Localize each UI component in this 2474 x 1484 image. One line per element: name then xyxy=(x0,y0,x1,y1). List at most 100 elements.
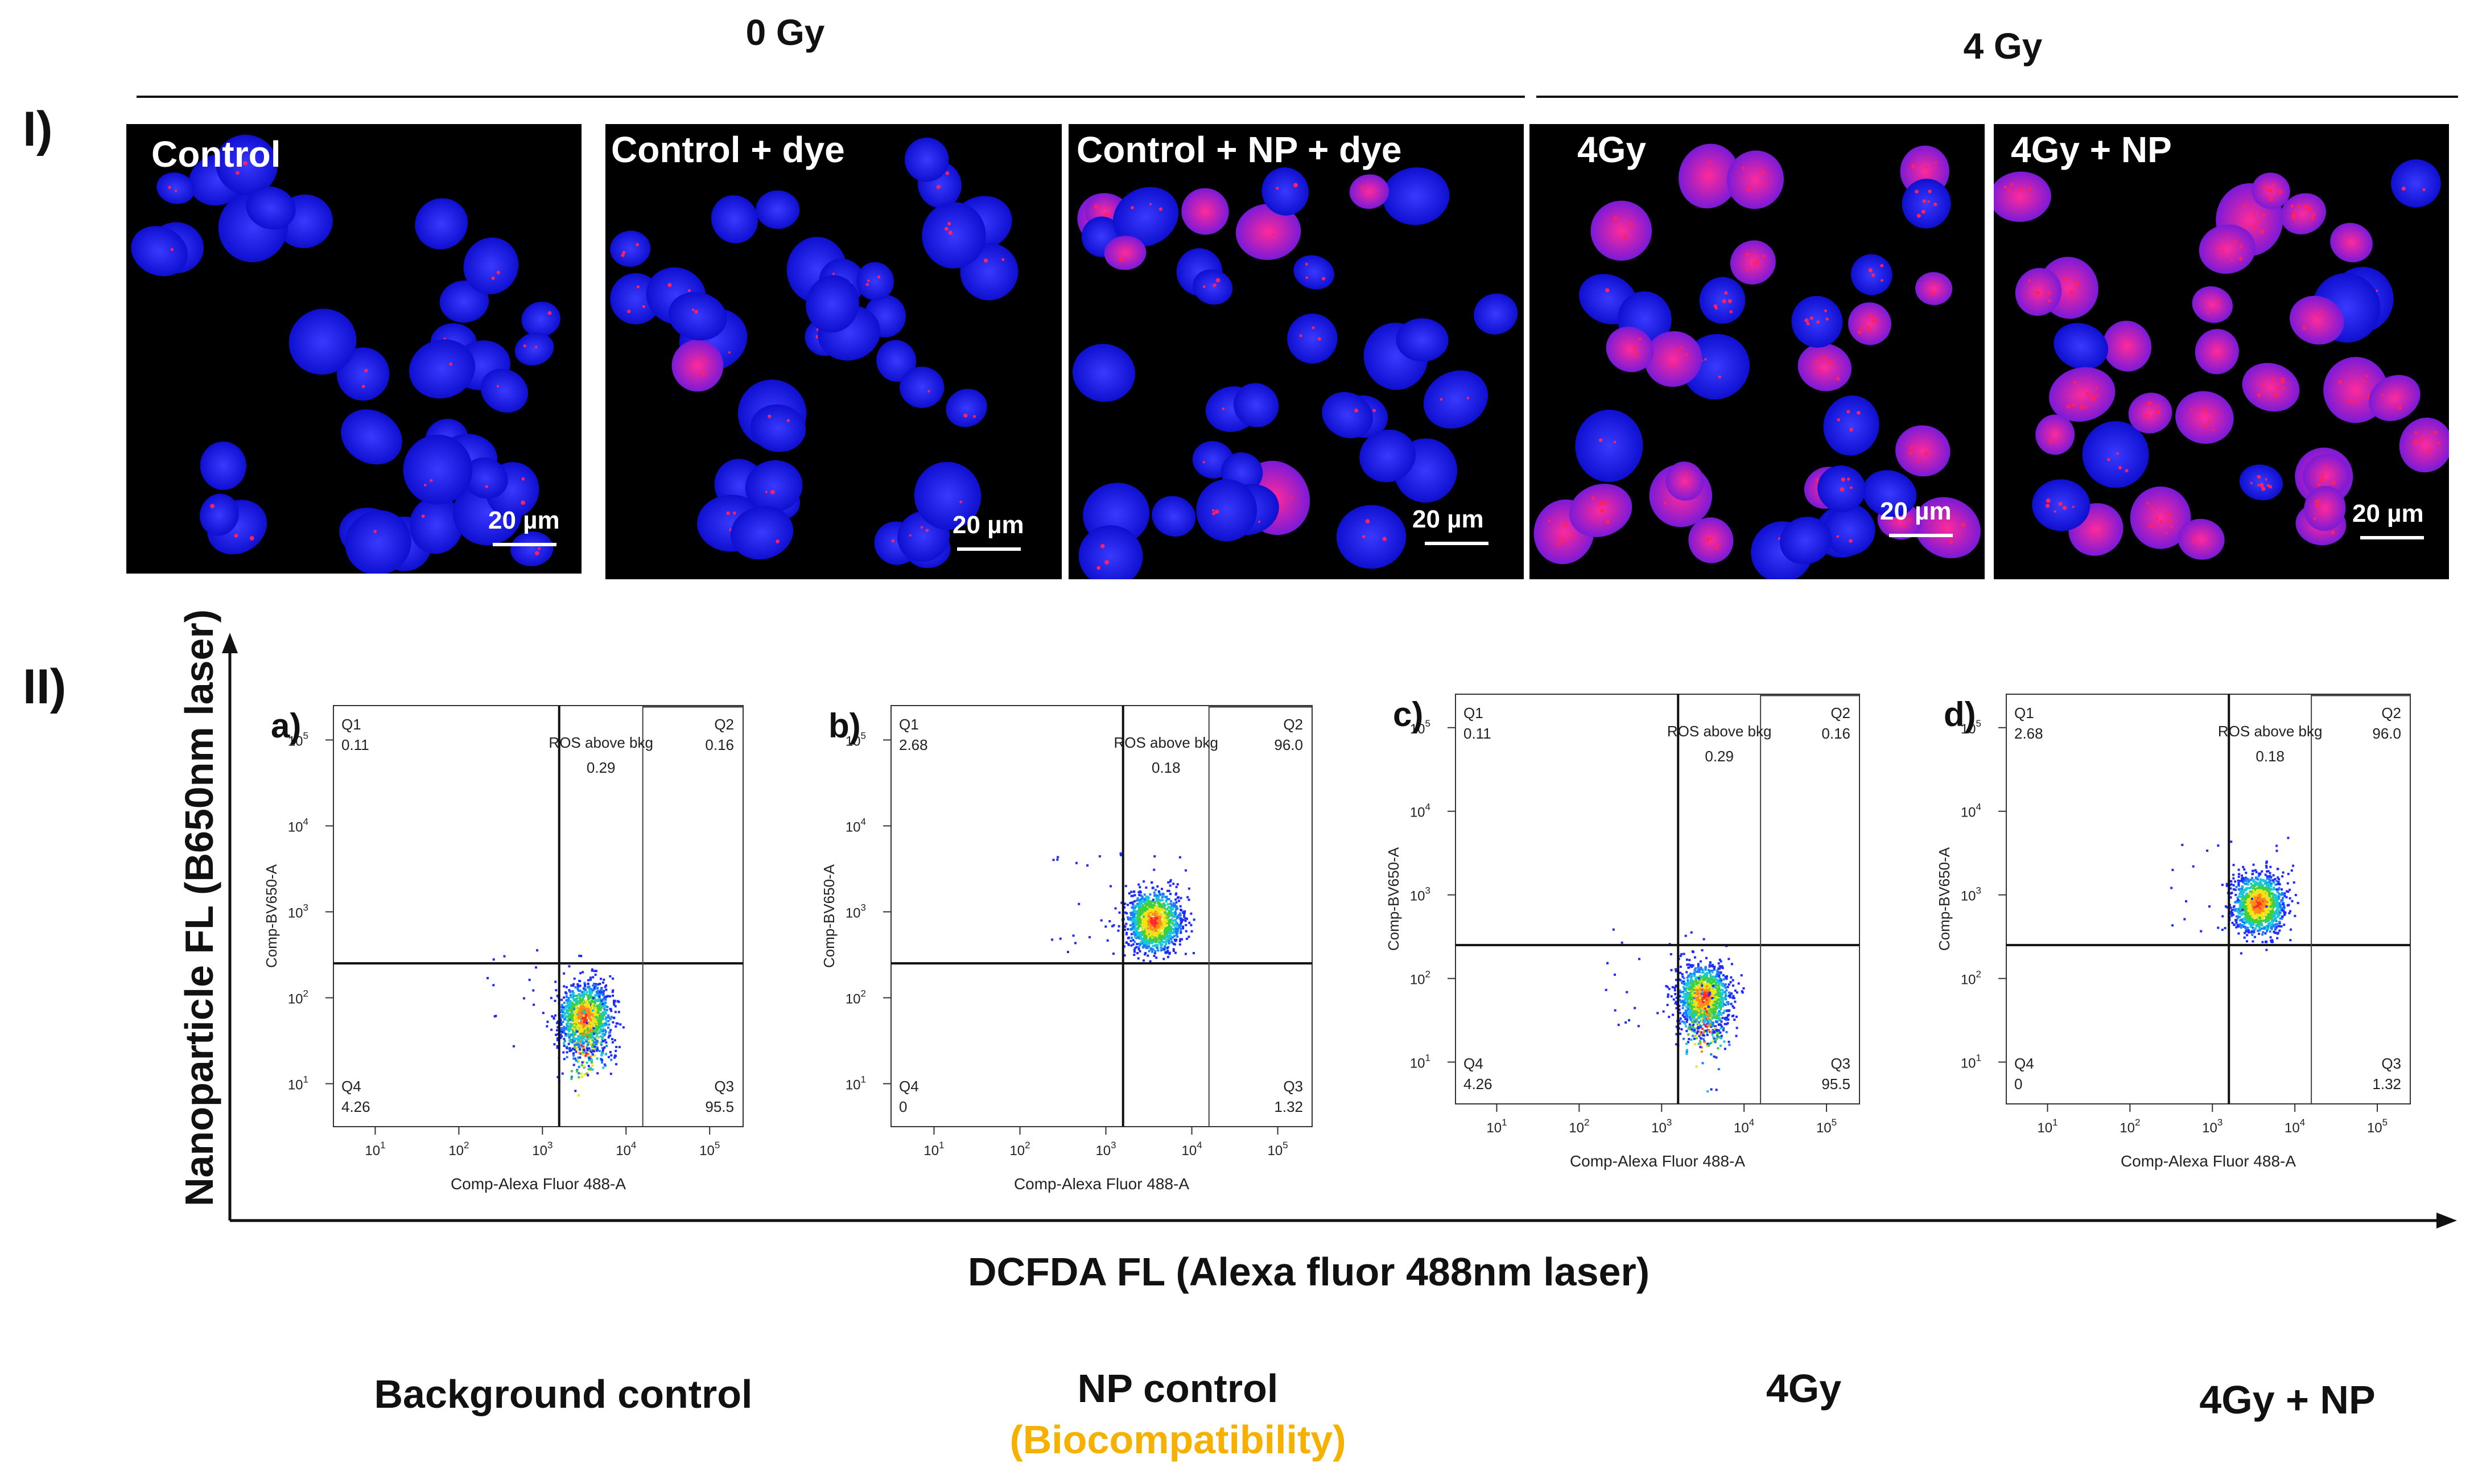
x-tick-label: 102 xyxy=(1569,1117,1589,1136)
event-dot xyxy=(1152,932,1154,935)
event-dot xyxy=(580,1048,583,1050)
event-dot xyxy=(2244,876,2247,879)
event-dot xyxy=(1118,911,1121,914)
ros-dot xyxy=(1560,537,1564,542)
event-dot xyxy=(596,994,599,997)
event-dot xyxy=(585,1033,588,1036)
plot-frame xyxy=(1455,694,1860,1104)
y-tick-label: 101 xyxy=(846,1074,866,1093)
event-dot xyxy=(1153,952,1156,955)
event-dot xyxy=(583,1073,586,1076)
ros-dot xyxy=(2045,504,2050,508)
ros-dot xyxy=(1598,501,1603,506)
ros-dot xyxy=(726,511,730,516)
event-dot xyxy=(1705,988,1708,991)
ros-dot xyxy=(2167,513,2171,517)
event-dot xyxy=(579,1041,582,1044)
ros-dot xyxy=(1202,285,1206,288)
event-dot xyxy=(570,1049,572,1052)
event-dot xyxy=(1159,904,1162,907)
event-dot xyxy=(1719,1031,1722,1034)
nucleus xyxy=(2082,421,2149,488)
event-dot xyxy=(588,1013,591,1016)
event-dot xyxy=(1175,908,1178,911)
scale-bar-label: 20 µm xyxy=(1880,497,1952,525)
event-dot xyxy=(1683,983,1686,986)
ros-dot xyxy=(667,283,672,287)
event-dot xyxy=(1709,1011,1712,1014)
ros-dot xyxy=(2437,441,2440,444)
event-dot xyxy=(1691,984,1694,987)
event-dot xyxy=(1192,952,1195,955)
event-dot xyxy=(1159,927,1162,930)
event-dot xyxy=(1167,906,1170,909)
x-tick-label: 104 xyxy=(2285,1117,2305,1136)
event-dot xyxy=(1163,906,1166,909)
event-dot xyxy=(1702,985,1705,988)
event-dot xyxy=(562,1051,565,1054)
nucleus xyxy=(745,460,803,513)
event-dot xyxy=(1156,930,1158,933)
event-dot xyxy=(570,996,572,999)
event-dot xyxy=(1691,998,1694,1001)
event-dot xyxy=(575,1003,578,1005)
ros-dot xyxy=(1599,508,1605,513)
event-dot xyxy=(1723,1009,1726,1012)
event-dot xyxy=(579,1037,582,1040)
q2-label: Q2 xyxy=(714,716,734,733)
event-dot xyxy=(1180,920,1182,922)
gate-value: 0.29 xyxy=(1705,748,1734,765)
ros-dot xyxy=(2293,217,2296,220)
event-dot xyxy=(1689,1015,1692,1017)
nucleus xyxy=(2102,320,2152,372)
q4-label: Q4 xyxy=(341,1078,361,1095)
event-dot xyxy=(1708,997,1710,1000)
nucleus xyxy=(2054,323,2109,370)
event-dot xyxy=(1707,1044,1710,1047)
event-dot xyxy=(596,1057,599,1060)
y-tick-label: 102 xyxy=(288,988,308,1007)
event-dot xyxy=(2269,888,2271,891)
event-dot xyxy=(1672,998,1675,1001)
event-dot xyxy=(563,1031,566,1034)
event-dot xyxy=(1687,1041,1689,1044)
event-dot xyxy=(1178,924,1181,927)
event-dot xyxy=(563,1037,566,1040)
event-dot xyxy=(1174,898,1177,901)
event-dot xyxy=(1161,933,1164,935)
event-dot xyxy=(573,977,576,980)
event-dot xyxy=(1689,977,1692,980)
ros-dot xyxy=(636,242,640,246)
dose-line-4gy xyxy=(1536,96,2458,98)
event-dot xyxy=(1111,925,1114,928)
event-dot xyxy=(1157,924,1160,926)
event-dot xyxy=(1700,980,1703,983)
event-dot xyxy=(1151,942,1153,945)
y-tick-label: 101 xyxy=(1961,1053,1981,1071)
event-dot xyxy=(1711,1016,1714,1019)
flow-y-label: Comp-BV650-A xyxy=(820,864,838,968)
event-dot xyxy=(1147,914,1150,917)
event-dot xyxy=(1166,938,1169,941)
event-dot xyxy=(600,1028,603,1030)
event-dot xyxy=(575,1020,578,1023)
nucleus xyxy=(1382,167,1450,225)
event-dot xyxy=(1716,981,1718,984)
ros-dot xyxy=(1931,291,1935,295)
ros-dot xyxy=(877,275,881,279)
ros-dot xyxy=(2250,481,2253,485)
event-dot xyxy=(1156,934,1158,937)
event-dot xyxy=(1697,982,1700,985)
event-dot xyxy=(1704,1019,1707,1022)
event-dot xyxy=(1703,991,1706,994)
event-dot xyxy=(1145,912,1148,914)
event-dot xyxy=(585,1021,588,1024)
event-dot xyxy=(580,1013,583,1016)
event-dot xyxy=(596,1035,599,1038)
event-dot xyxy=(1131,916,1133,919)
event-dot xyxy=(568,989,571,992)
ros-dot xyxy=(945,171,950,175)
event-dot xyxy=(575,1000,578,1003)
nucleus xyxy=(200,441,247,490)
